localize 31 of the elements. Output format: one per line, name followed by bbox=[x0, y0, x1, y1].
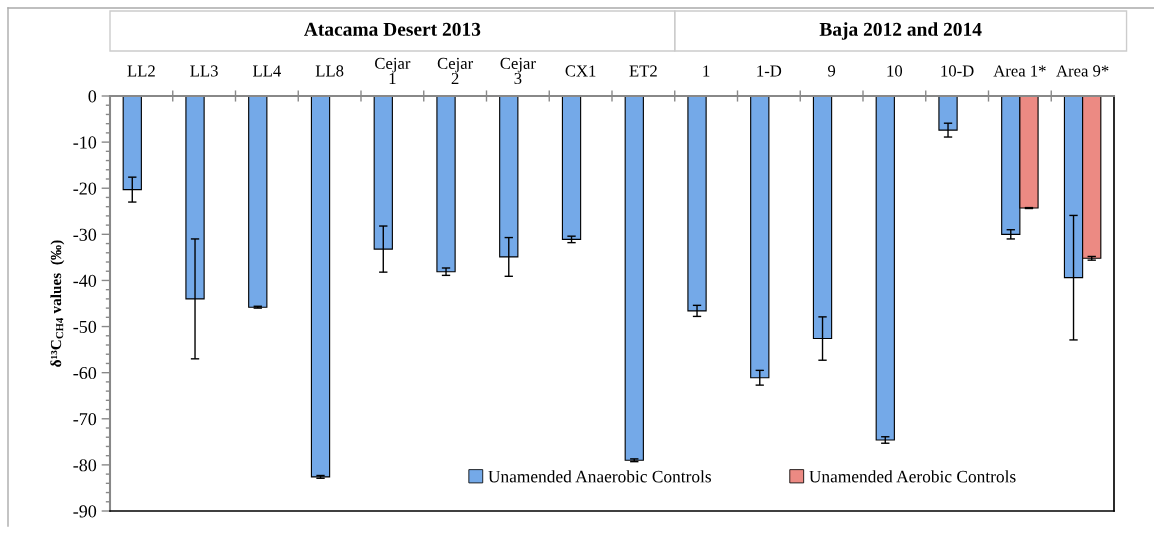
x-tick-label: 1-D bbox=[757, 65, 782, 77]
y-tick-label: -30 bbox=[73, 228, 97, 241]
x-tick-label: Cejar 3 bbox=[500, 57, 536, 85]
x-tick-label: 9 bbox=[827, 65, 836, 77]
y-tick-label: -50 bbox=[73, 320, 97, 333]
x-tick-label: 10-D bbox=[941, 65, 974, 77]
x-tick-label: Area 1* bbox=[993, 65, 1046, 77]
y-tick-label: -80 bbox=[73, 459, 97, 472]
y-tick-label: -90 bbox=[73, 505, 97, 518]
x-tick-label: LL3 bbox=[190, 65, 218, 77]
text: Atacama Desert 2013 bbox=[304, 22, 481, 36]
x-tick-label: 10 bbox=[887, 65, 903, 77]
y-tick-label: -40 bbox=[73, 274, 97, 287]
y-tick-label: -70 bbox=[73, 413, 97, 426]
legend-label: Unamended Aerobic Controls bbox=[809, 470, 1016, 483]
x-tick-label: Cejar 2 bbox=[437, 57, 474, 84]
x-tick-label: CX1 bbox=[565, 65, 596, 77]
text: Baja 2012 and 2014 bbox=[819, 22, 982, 40]
y-tick-label: 0 bbox=[88, 90, 97, 103]
x-tick-label: Area 9* bbox=[1056, 65, 1109, 77]
y-tick-label: -10 bbox=[73, 136, 97, 149]
x-tick-label: Cejar 1 bbox=[375, 57, 411, 84]
y-axis-title: δ¹³C$_{CH4}$ values (‰) bbox=[50, 240, 65, 367]
x-tick-label: LL8 bbox=[315, 65, 344, 77]
legend-label: Unamended Anaerobic Controls bbox=[488, 470, 712, 483]
y-tick-label: -60 bbox=[73, 366, 97, 380]
y-tick-label: -20 bbox=[73, 182, 97, 195]
x-tick-label: LL2 bbox=[127, 65, 155, 77]
x-tick-label: 1 bbox=[703, 65, 710, 77]
x-tick-label: ET2 bbox=[629, 65, 657, 77]
x-tick-label: LL4 bbox=[253, 65, 281, 77]
